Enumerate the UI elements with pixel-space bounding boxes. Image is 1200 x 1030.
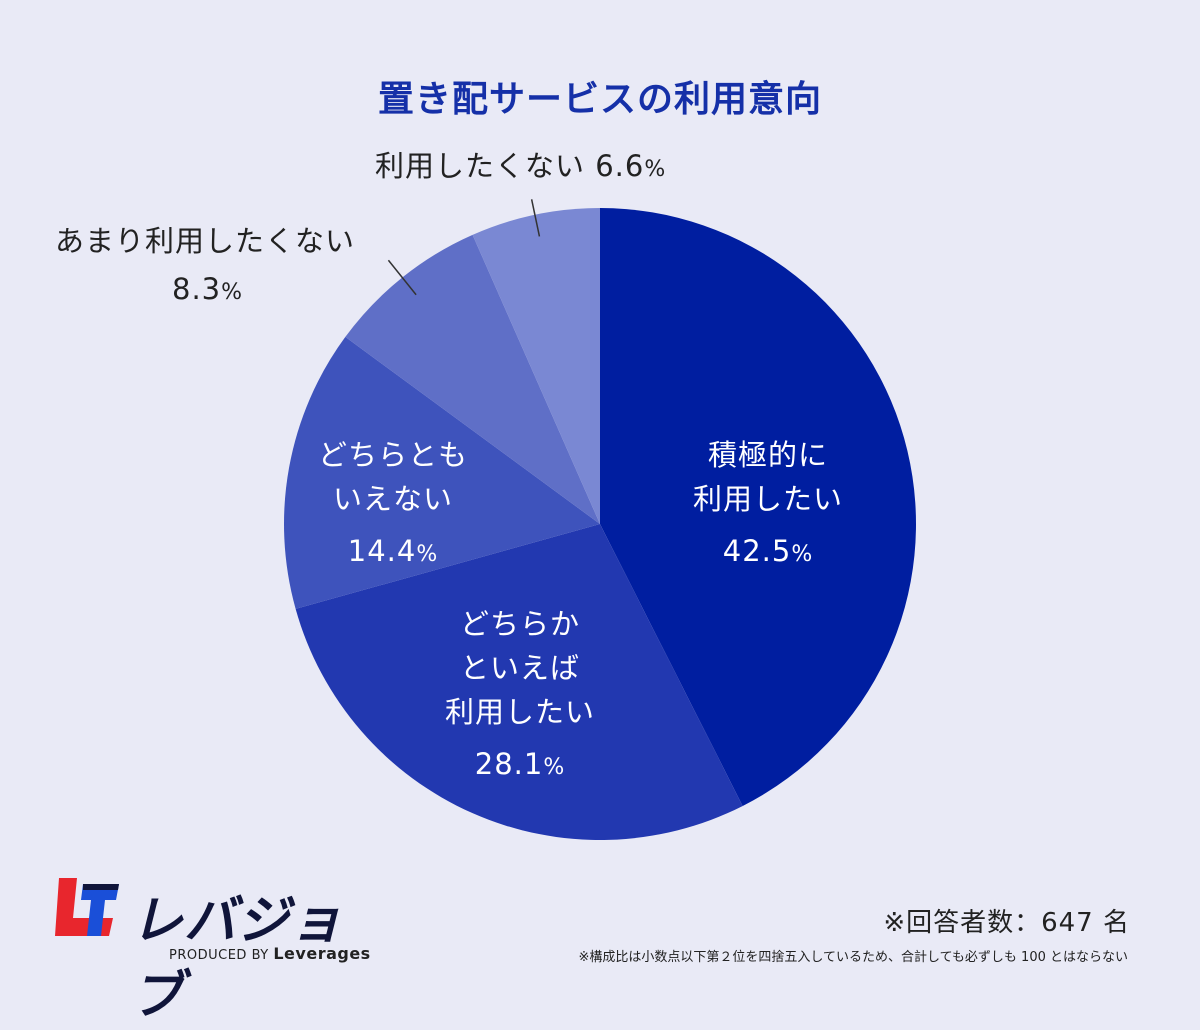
label-neutral-value: 14.4 (347, 534, 417, 568)
label-somewhat-use-line3: 利用したい (444, 695, 595, 729)
label-rather-not-use-text: あまり利用したくない (55, 224, 356, 258)
label-actively-use-line1: 積極的に (707, 438, 828, 472)
logo-produced-by: PRODUCED BY Leverages (169, 944, 371, 963)
respondent-count: ※回答者数：647 名 (883, 908, 1130, 938)
logo-wordmark: レバジョブ (131, 891, 344, 1026)
label-neutral-line1: どちらとも (317, 438, 468, 472)
label-neutral-line2: いえない (332, 482, 453, 516)
label-not-use-percent: % (644, 157, 667, 182)
logo-mark-icon (55, 878, 119, 936)
label-somewhat-use-percent: % (543, 755, 566, 780)
leader-line-not-use (530, 199, 541, 237)
label-rather-not-use: あまり利用したくない (55, 218, 355, 260)
label-neutral-percent: % (416, 542, 439, 567)
label-rather-not-use-percent: % (221, 280, 244, 305)
label-neutral: どちらとも いえない 14.4% (293, 433, 493, 577)
slice-not-use (472, 208, 600, 524)
label-rather-not-use-value: 8.3 (172, 272, 222, 306)
slice-actively-use (600, 208, 917, 806)
label-somewhat-use: どちらか といえば 利用したい 28.1% (420, 602, 620, 790)
label-somewhat-use-value: 28.1 (474, 747, 544, 781)
label-actively-use: 積極的に 利用したい 42.5% (668, 433, 868, 577)
chart-title: 置き配サービスの利用意向 (377, 79, 822, 120)
label-actively-use-value: 42.5 (722, 534, 792, 568)
label-somewhat-use-line2: といえば (459, 651, 580, 685)
leader-line-rather-not-use (387, 259, 417, 296)
label-not-use-value: 6.6 (595, 149, 645, 183)
footnote: ※構成比は小数点以下第２位を四捨五入しているため、合計しても必ずしも 100 と… (578, 950, 1128, 965)
slice-rather-not-use (345, 234, 600, 524)
logo-produced-by-text: PRODUCED BY (169, 948, 269, 963)
slice-neutral (284, 336, 600, 609)
label-somewhat-use-line1: どちらか (459, 607, 580, 641)
levajob-logo: レバジョブ PRODUCED BY Leverages (55, 872, 375, 1026)
label-actively-use-percent: % (791, 542, 814, 567)
label-not-use: 利用したくない 6.6% (375, 143, 666, 185)
logo-brand: Leverages (273, 944, 371, 963)
label-not-use-text: 利用したくない (375, 149, 586, 183)
label-rather-not-use-pct: 8.3% (172, 272, 243, 306)
label-actively-use-line2: 利用したい (692, 482, 843, 516)
slice-somewhat-use (295, 524, 743, 841)
